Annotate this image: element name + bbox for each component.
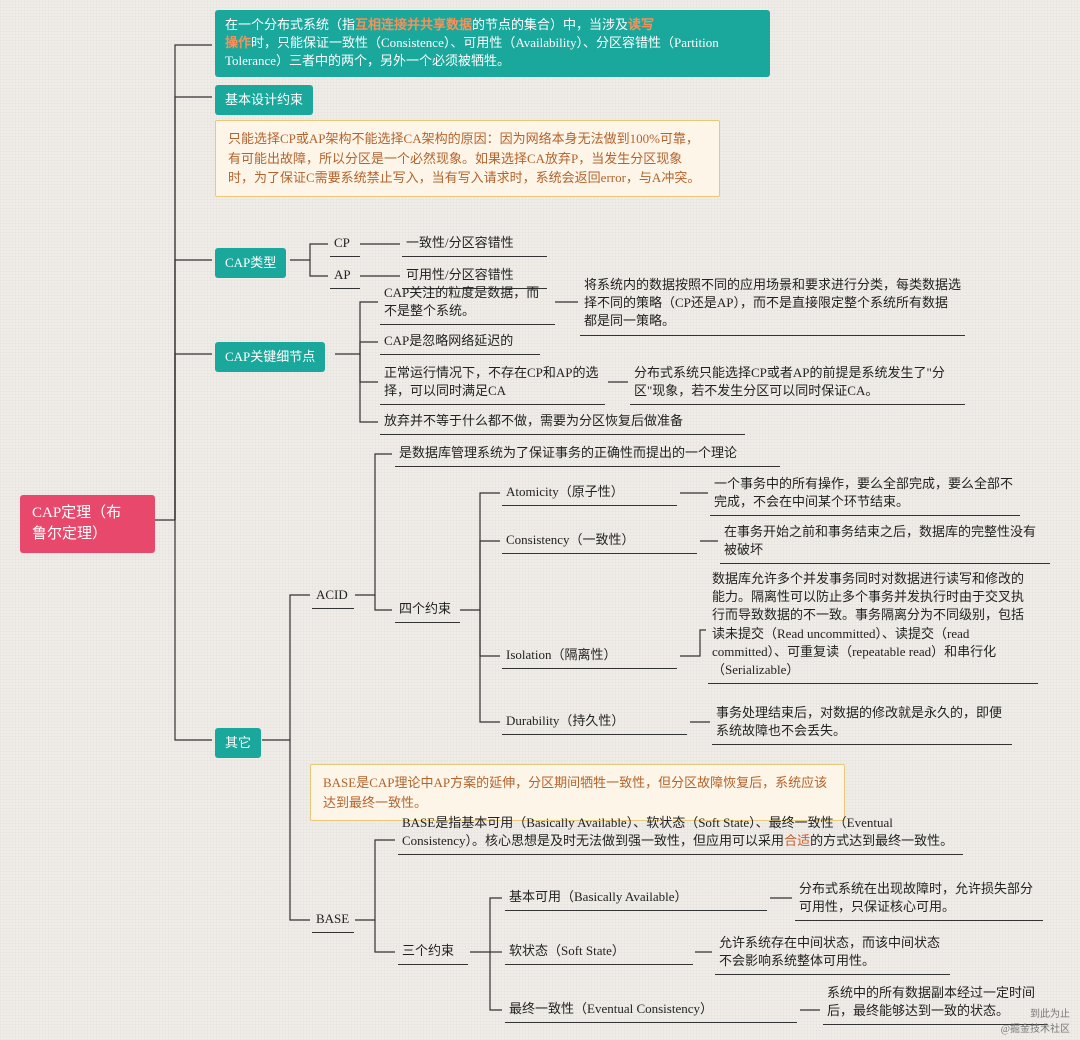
base-ec: 最终一致性（Eventual Consistency） [505,998,797,1023]
watermark: 到此为止 @掘金技术社区 [1001,1005,1070,1035]
root-node: CAP定理（布 鲁尔定理） [20,495,155,553]
base-ss: 软状态（Soft State） [505,940,693,965]
root-title-l1: CAP定理（布 [32,505,121,521]
basic-constraint: 基本设计约束 [215,85,313,115]
intro-box: 在一个分布式系统（指互相连接并共享数据的节点的集合）中，当涉及读写操作时，只能保… [215,10,770,77]
base-three: 三个约束 [398,940,468,965]
acid-d-desc: 事务处理结束后，对数据的修改就是永久的，即便系统故障也不会丢失。 [712,702,1012,745]
base-label: BASE [312,908,354,933]
base-ss-desc: 允许系统存在中间状态，而该中间状态不会影响系统整体可用性。 [715,932,950,975]
ap-label: AP [330,264,360,289]
acid-label: ACID [312,584,354,609]
base-ba: 基本可用（Basically Available） [505,886,767,911]
acid-a-desc: 一个事务中的所有操作，要么全部完成，要么全部不完成，不会在中间某个环节结束。 [710,473,1020,516]
acid-i-desc: 数据库允许多个并发事务同时对数据进行读写和修改的能力。隔离性可以防止多个事务并发… [708,568,1038,684]
detail-d3b: 分布式系统只能选择CP或者AP的前提是系统发生了"分区"现象，若不发生分区可以同… [630,362,965,405]
acid-intro: 是数据库管理系统为了保证事务的正确性而提出的一个理论 [395,442,780,467]
root-title-l2: 鲁尔定理） [32,526,107,542]
acid-d: Durability（持久性） [502,710,687,735]
cp-desc: 一致性/分区容错性 [402,232,547,257]
detail-d3: 正常运行情况下，不存在CP和AP的选择，可以同时满足CA [380,362,605,405]
detail-d2: CAP是忽略网络延迟的 [380,330,540,355]
acid-c: Consistency（一致性） [502,529,697,554]
detail-d1b: 将系统内的数据按照不同的应用场景和要求进行分类，每类数据选择不同的策略（CP还是… [580,274,965,336]
cp-label: CP [330,232,360,257]
note-ca: 只能选择CP或AP架构不能选择CA架构的原因：因为网络本身无法做到100%可靠，… [215,120,720,197]
acid-a: Atomicity（原子性） [502,481,677,506]
cap-type-label: CAP类型 [215,248,286,278]
base-intro: BASE是指基本可用（Basically Available）、软状态（Soft… [398,812,963,855]
other-label: 其它 [215,728,261,758]
base-ba-desc: 分布式系统在出现故障时，允许损失部分可用性，只保证核心可用。 [795,878,1043,921]
detail-d4: 放弃并不等于什么都不做，需要为分区恢复后做准备 [380,410,745,435]
detail-d1: CAP关注的粒度是数据，而不是整个系统。 [380,282,555,325]
cap-detail-label: CAP关键细节点 [215,342,325,372]
acid-c-desc: 在事务开始之前和事务结束之后，数据库的完整性没有被破坏 [720,521,1050,564]
acid-four: 四个约束 [395,598,460,623]
acid-i: Isolation（隔离性） [502,644,677,669]
